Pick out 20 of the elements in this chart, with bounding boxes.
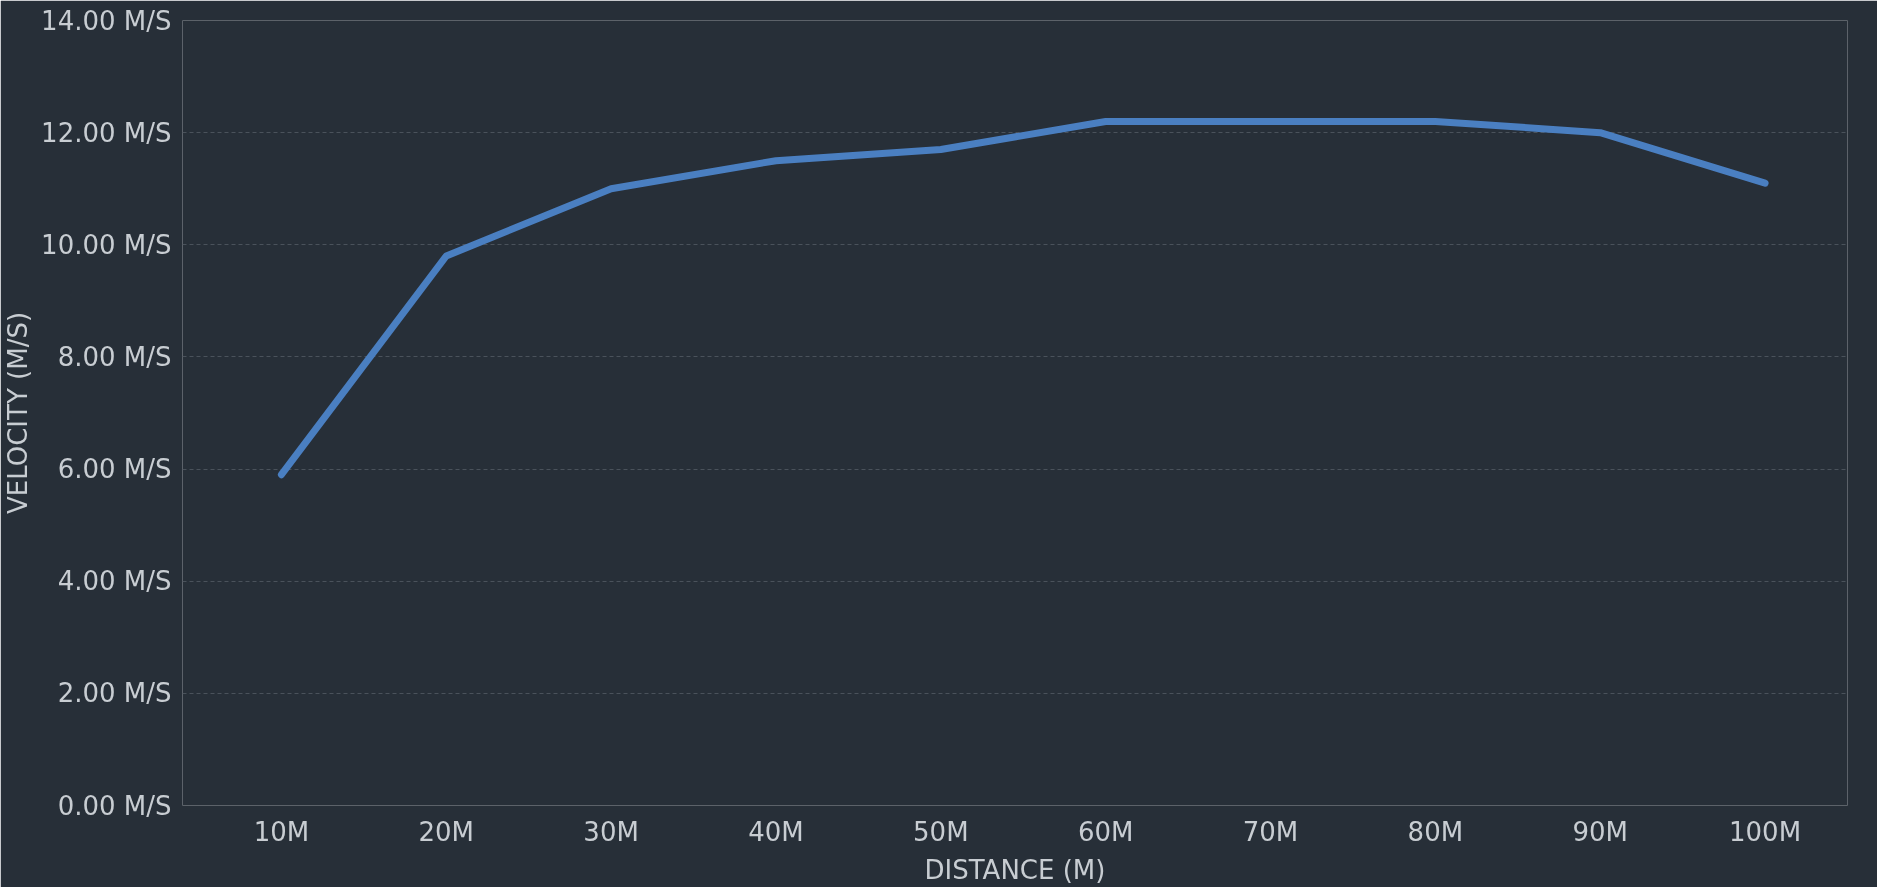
x-tick-label: 10M <box>253 816 310 847</box>
y-tick-label: 10.00 M/S <box>41 229 172 260</box>
y-tick-label: 0.00 M/S <box>57 790 172 821</box>
x-tick-label: 70M <box>1242 816 1299 847</box>
x-tick-label: 90M <box>1572 816 1628 847</box>
y-tick-label: 14.00 M/S <box>41 5 172 36</box>
y-tick-label: 6.00 M/S <box>57 454 172 485</box>
x-tick-label: 20M <box>418 816 475 847</box>
x-tick-label: 50M <box>913 816 969 847</box>
x-axis-title: DISTANCE (M) <box>924 854 1106 885</box>
y-tick-label: 12.00 M/S <box>41 117 172 148</box>
y-axis-title: VELOCITY (M/S) <box>3 311 34 515</box>
y-tick-label: 4.00 M/S <box>57 566 172 597</box>
x-tick-label: 40M <box>748 816 804 847</box>
x-tick-label: 100M <box>1729 816 1802 847</box>
x-tick-label: 30M <box>583 816 639 847</box>
y-tick-label: 2.00 M/S <box>57 678 172 709</box>
x-tick-label: 60M <box>1077 816 1134 847</box>
x-tick-label: 80M <box>1407 816 1464 847</box>
y-tick-label: 8.00 M/S <box>57 341 172 372</box>
